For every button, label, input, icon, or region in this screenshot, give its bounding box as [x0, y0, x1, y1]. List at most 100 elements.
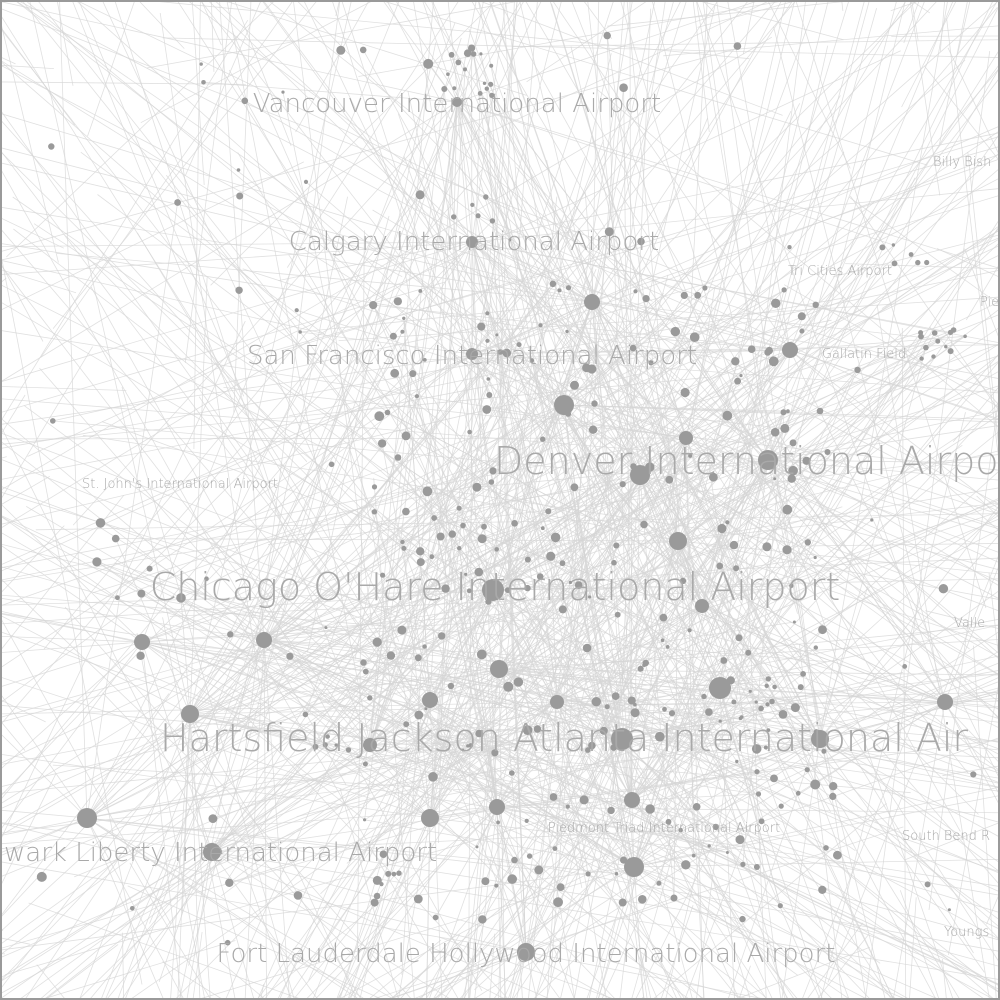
- airport-node[interactable]: [854, 366, 861, 374]
- airport-node[interactable]: [236, 168, 241, 172]
- airport-node[interactable]: [477, 91, 483, 96]
- airport-node[interactable]: [629, 344, 637, 352]
- airport-node[interactable]: [568, 580, 573, 585]
- airport-node[interactable]: [325, 734, 330, 739]
- airport-node[interactable]: [447, 682, 455, 690]
- airport-node[interactable]: [540, 526, 545, 531]
- airport-node[interactable]: [811, 730, 829, 748]
- airport-node[interactable]: [770, 427, 780, 437]
- airport-node[interactable]: [489, 467, 497, 475]
- airport-node[interactable]: [755, 791, 762, 797]
- airport-node[interactable]: [659, 613, 668, 622]
- airport-node[interactable]: [565, 285, 572, 291]
- airport-node[interactable]: [432, 914, 439, 921]
- airport-node[interactable]: [944, 345, 948, 349]
- airport-node[interactable]: [502, 348, 512, 358]
- airport-node[interactable]: [529, 358, 535, 363]
- airport-node[interactable]: [491, 670, 495, 675]
- airport-node[interactable]: [199, 62, 203, 66]
- airport-node[interactable]: [758, 450, 778, 470]
- airport-node[interactable]: [570, 483, 579, 492]
- airport-node[interactable]: [373, 892, 381, 900]
- airport-node[interactable]: [624, 792, 640, 808]
- airport-node[interactable]: [409, 370, 417, 378]
- airport-node[interactable]: [787, 245, 792, 250]
- airport-node[interactable]: [772, 684, 777, 690]
- airport-node[interactable]: [797, 312, 806, 321]
- airport-node[interactable]: [372, 637, 382, 647]
- airport-node[interactable]: [403, 721, 410, 728]
- airport-node[interactable]: [765, 702, 770, 707]
- airport-node[interactable]: [740, 861, 746, 868]
- airport-node[interactable]: [902, 664, 908, 669]
- airport-node[interactable]: [963, 334, 967, 339]
- airport-node[interactable]: [717, 523, 727, 534]
- airport-node[interactable]: [549, 280, 557, 288]
- airport-node[interactable]: [441, 584, 450, 593]
- airport-node[interactable]: [695, 599, 709, 613]
- airport-node[interactable]: [475, 213, 481, 219]
- airport-node[interactable]: [681, 860, 691, 870]
- airport-node[interactable]: [588, 425, 598, 434]
- airport-node[interactable]: [771, 775, 775, 779]
- airport-node[interactable]: [488, 81, 494, 87]
- airport-node[interactable]: [322, 742, 328, 748]
- airport-node[interactable]: [402, 507, 410, 516]
- airport-node[interactable]: [679, 431, 693, 445]
- airport-node[interactable]: [441, 86, 448, 92]
- airport-node[interactable]: [401, 545, 407, 551]
- airport-node[interactable]: [494, 883, 499, 888]
- airport-node[interactable]: [504, 587, 511, 593]
- airport-node[interactable]: [604, 704, 610, 710]
- airport-node[interactable]: [389, 332, 397, 340]
- airport-node[interactable]: [436, 532, 445, 541]
- airport-node[interactable]: [386, 651, 396, 660]
- airport-node[interactable]: [550, 532, 561, 543]
- airport-node[interactable]: [484, 86, 489, 91]
- airport-node[interactable]: [478, 915, 487, 924]
- airport-node[interactable]: [507, 874, 517, 884]
- airport-node[interactable]: [918, 330, 924, 336]
- airport-node[interactable]: [648, 360, 654, 366]
- airport-node[interactable]: [950, 327, 957, 333]
- airport-node[interactable]: [452, 97, 462, 107]
- airport-node[interactable]: [614, 872, 619, 876]
- airport-node[interactable]: [722, 410, 733, 421]
- airport-node[interactable]: [604, 227, 614, 237]
- airport-node[interactable]: [481, 877, 490, 886]
- airport-node[interactable]: [739, 915, 746, 923]
- airport-node[interactable]: [799, 328, 805, 334]
- airport-node[interactable]: [804, 539, 811, 546]
- airport-node[interactable]: [371, 484, 378, 490]
- airport-node[interactable]: [558, 605, 567, 614]
- airport-node[interactable]: [924, 881, 931, 888]
- airport-node[interactable]: [731, 357, 740, 366]
- airport-node[interactable]: [489, 799, 505, 815]
- airport-node[interactable]: [665, 475, 674, 484]
- airport-node[interactable]: [486, 392, 493, 398]
- airport-node[interactable]: [470, 51, 477, 57]
- airport-node[interactable]: [938, 584, 949, 594]
- airport-node[interactable]: [818, 625, 827, 635]
- airport-node[interactable]: [516, 342, 522, 348]
- airport-node[interactable]: [689, 332, 700, 343]
- airport-node[interactable]: [302, 711, 309, 718]
- airport-node[interactable]: [524, 584, 531, 592]
- airport-node[interactable]: [559, 560, 566, 567]
- airport-node[interactable]: [77, 808, 97, 828]
- airport-node[interactable]: [367, 695, 373, 701]
- airport-node[interactable]: [526, 853, 533, 859]
- airport-node[interactable]: [833, 850, 842, 860]
- airport-node[interactable]: [797, 684, 804, 691]
- airport-node[interactable]: [466, 588, 472, 594]
- airport-node[interactable]: [624, 862, 634, 872]
- airport-node[interactable]: [556, 883, 565, 891]
- airport-node[interactable]: [725, 520, 730, 525]
- airport-node[interactable]: [256, 632, 272, 648]
- airport-node[interactable]: [763, 745, 768, 750]
- airport-node[interactable]: [489, 92, 495, 98]
- airport-node[interactable]: [766, 728, 771, 732]
- airport-node[interactable]: [466, 236, 478, 248]
- airport-node[interactable]: [286, 652, 294, 660]
- airport-node[interactable]: [810, 779, 821, 790]
